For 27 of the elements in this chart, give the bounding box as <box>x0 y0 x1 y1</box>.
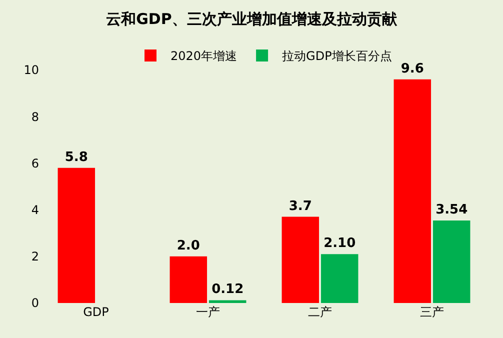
data-label: 0.12 <box>212 282 244 298</box>
y-tick-label: 10 <box>24 63 39 78</box>
legend-label: 拉动GDP增长百分点 <box>282 49 392 64</box>
x-tick-label: GDP <box>83 305 109 319</box>
y-tick-label: 4 <box>31 203 39 217</box>
y-tick-label: 8 <box>31 110 39 124</box>
x-tick-label: 三产 <box>420 305 444 319</box>
legend-label: 2020年增速 <box>170 49 238 64</box>
data-label: 9.6 <box>400 61 424 76</box>
x-tick-label: 二产 <box>308 305 332 319</box>
data-label: 2.0 <box>176 238 200 254</box>
bar <box>170 256 208 303</box>
bar <box>320 254 358 303</box>
bar <box>58 168 96 303</box>
data-label: 3.7 <box>288 198 312 214</box>
y-tick-label: 0 <box>31 296 39 310</box>
bar <box>208 300 246 303</box>
bar <box>394 79 432 303</box>
data-label: 3.54 <box>436 202 468 218</box>
x-tick-label: 一产 <box>196 305 220 319</box>
y-tick-label: 6 <box>31 156 39 170</box>
data-label: 2.10 <box>324 236 356 252</box>
bar <box>282 216 320 303</box>
bar <box>432 220 470 303</box>
chart-title: 云和GDP、三次产业增加值增速及拉动贡献 <box>106 10 398 28</box>
y-tick-label: 2 <box>31 250 39 264</box>
data-label: 5.8 <box>64 150 88 165</box>
